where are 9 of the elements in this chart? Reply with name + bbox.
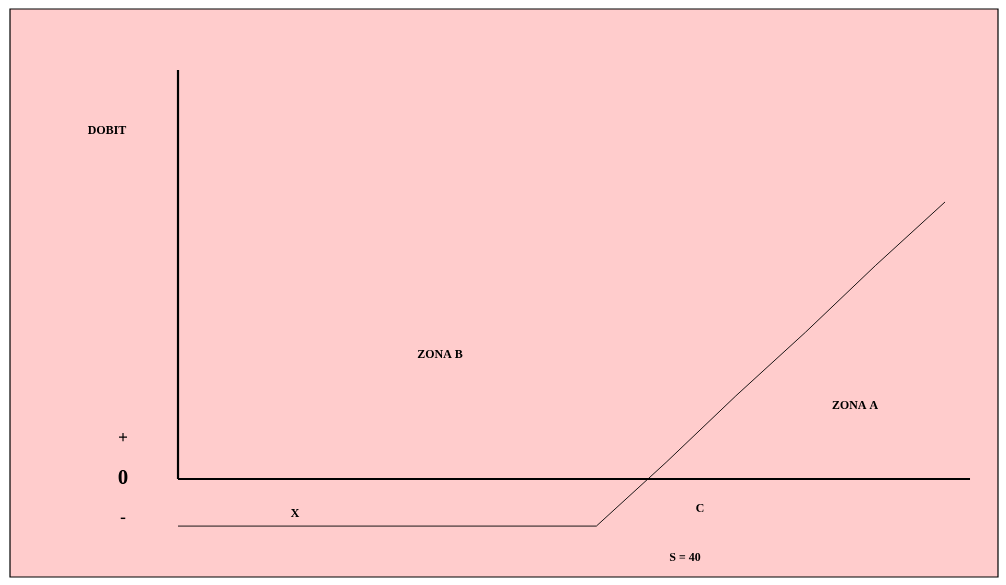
annotation: X xyxy=(290,509,300,517)
annotation: ZONA A xyxy=(832,400,878,409)
annotation: ZONA B xyxy=(417,349,463,358)
text: + xyxy=(119,433,128,442)
text: S = 40 xyxy=(669,552,701,562)
annotation: C xyxy=(696,503,704,512)
text: - xyxy=(120,517,126,520)
text: DOBIT xyxy=(87,125,127,134)
text: 0 xyxy=(118,470,128,484)
